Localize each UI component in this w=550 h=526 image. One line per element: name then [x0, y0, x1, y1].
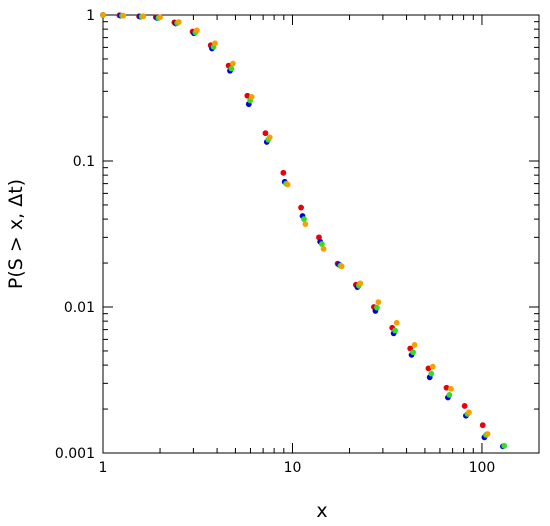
data-point: [374, 304, 380, 311]
data-point: [266, 134, 273, 141]
y-tick-label: 0.1: [73, 154, 95, 170]
series-3: [100, 12, 508, 449]
x-axis-label: x: [316, 500, 327, 522]
data-point: [466, 409, 472, 416]
data-point: [443, 384, 450, 391]
data-point: [479, 422, 486, 429]
data-point: [501, 442, 508, 449]
data-point: [212, 40, 218, 47]
data-point: [248, 93, 255, 100]
data-points: [100, 12, 508, 450]
data-point: [448, 385, 454, 392]
data-point: [446, 392, 453, 398]
x-tick-label: 100: [469, 460, 496, 476]
data-point: [100, 12, 106, 18]
data-point: [302, 221, 309, 227]
data-point: [301, 216, 307, 222]
x-tick-label: 10: [284, 460, 302, 476]
data-point: [319, 241, 325, 247]
axis-ticks: [102, 14, 540, 454]
data-point: [320, 246, 327, 252]
y-axis-label: P(S > x, Δt): [5, 179, 27, 289]
y-tick-label: 0.001: [55, 446, 95, 462]
data-point: [157, 14, 163, 21]
y-tick-label: 0.01: [64, 300, 95, 316]
data-point: [411, 342, 418, 348]
data-point: [461, 403, 468, 409]
data-point: [428, 370, 435, 377]
data-point: [429, 363, 436, 370]
y-tick-label: 1: [86, 8, 95, 24]
data-point: [357, 280, 364, 287]
series-4: [100, 12, 491, 437]
data-point: [193, 27, 200, 34]
data-point: [230, 60, 236, 67]
data-point: [375, 299, 382, 306]
axis-tick-labels: 1 10 100 0.001 0.01 0.1 1: [55, 8, 495, 476]
data-point: [316, 234, 322, 241]
data-point: [262, 130, 269, 137]
data-point: [393, 319, 400, 326]
data-point: [284, 181, 291, 188]
data-point: [140, 13, 147, 20]
data-point: [280, 169, 287, 176]
data-point: [298, 204, 304, 211]
data-point: [484, 431, 491, 437]
data-point: [175, 19, 182, 25]
data-point: [120, 12, 127, 19]
data-point: [410, 349, 416, 356]
series-2: [100, 12, 506, 450]
x-tick-label: 1: [99, 460, 108, 476]
series-1: [100, 12, 486, 429]
plot-frame: [102, 14, 540, 454]
data-point: [228, 65, 235, 72]
data-point: [338, 263, 345, 270]
data-point: [392, 327, 398, 334]
